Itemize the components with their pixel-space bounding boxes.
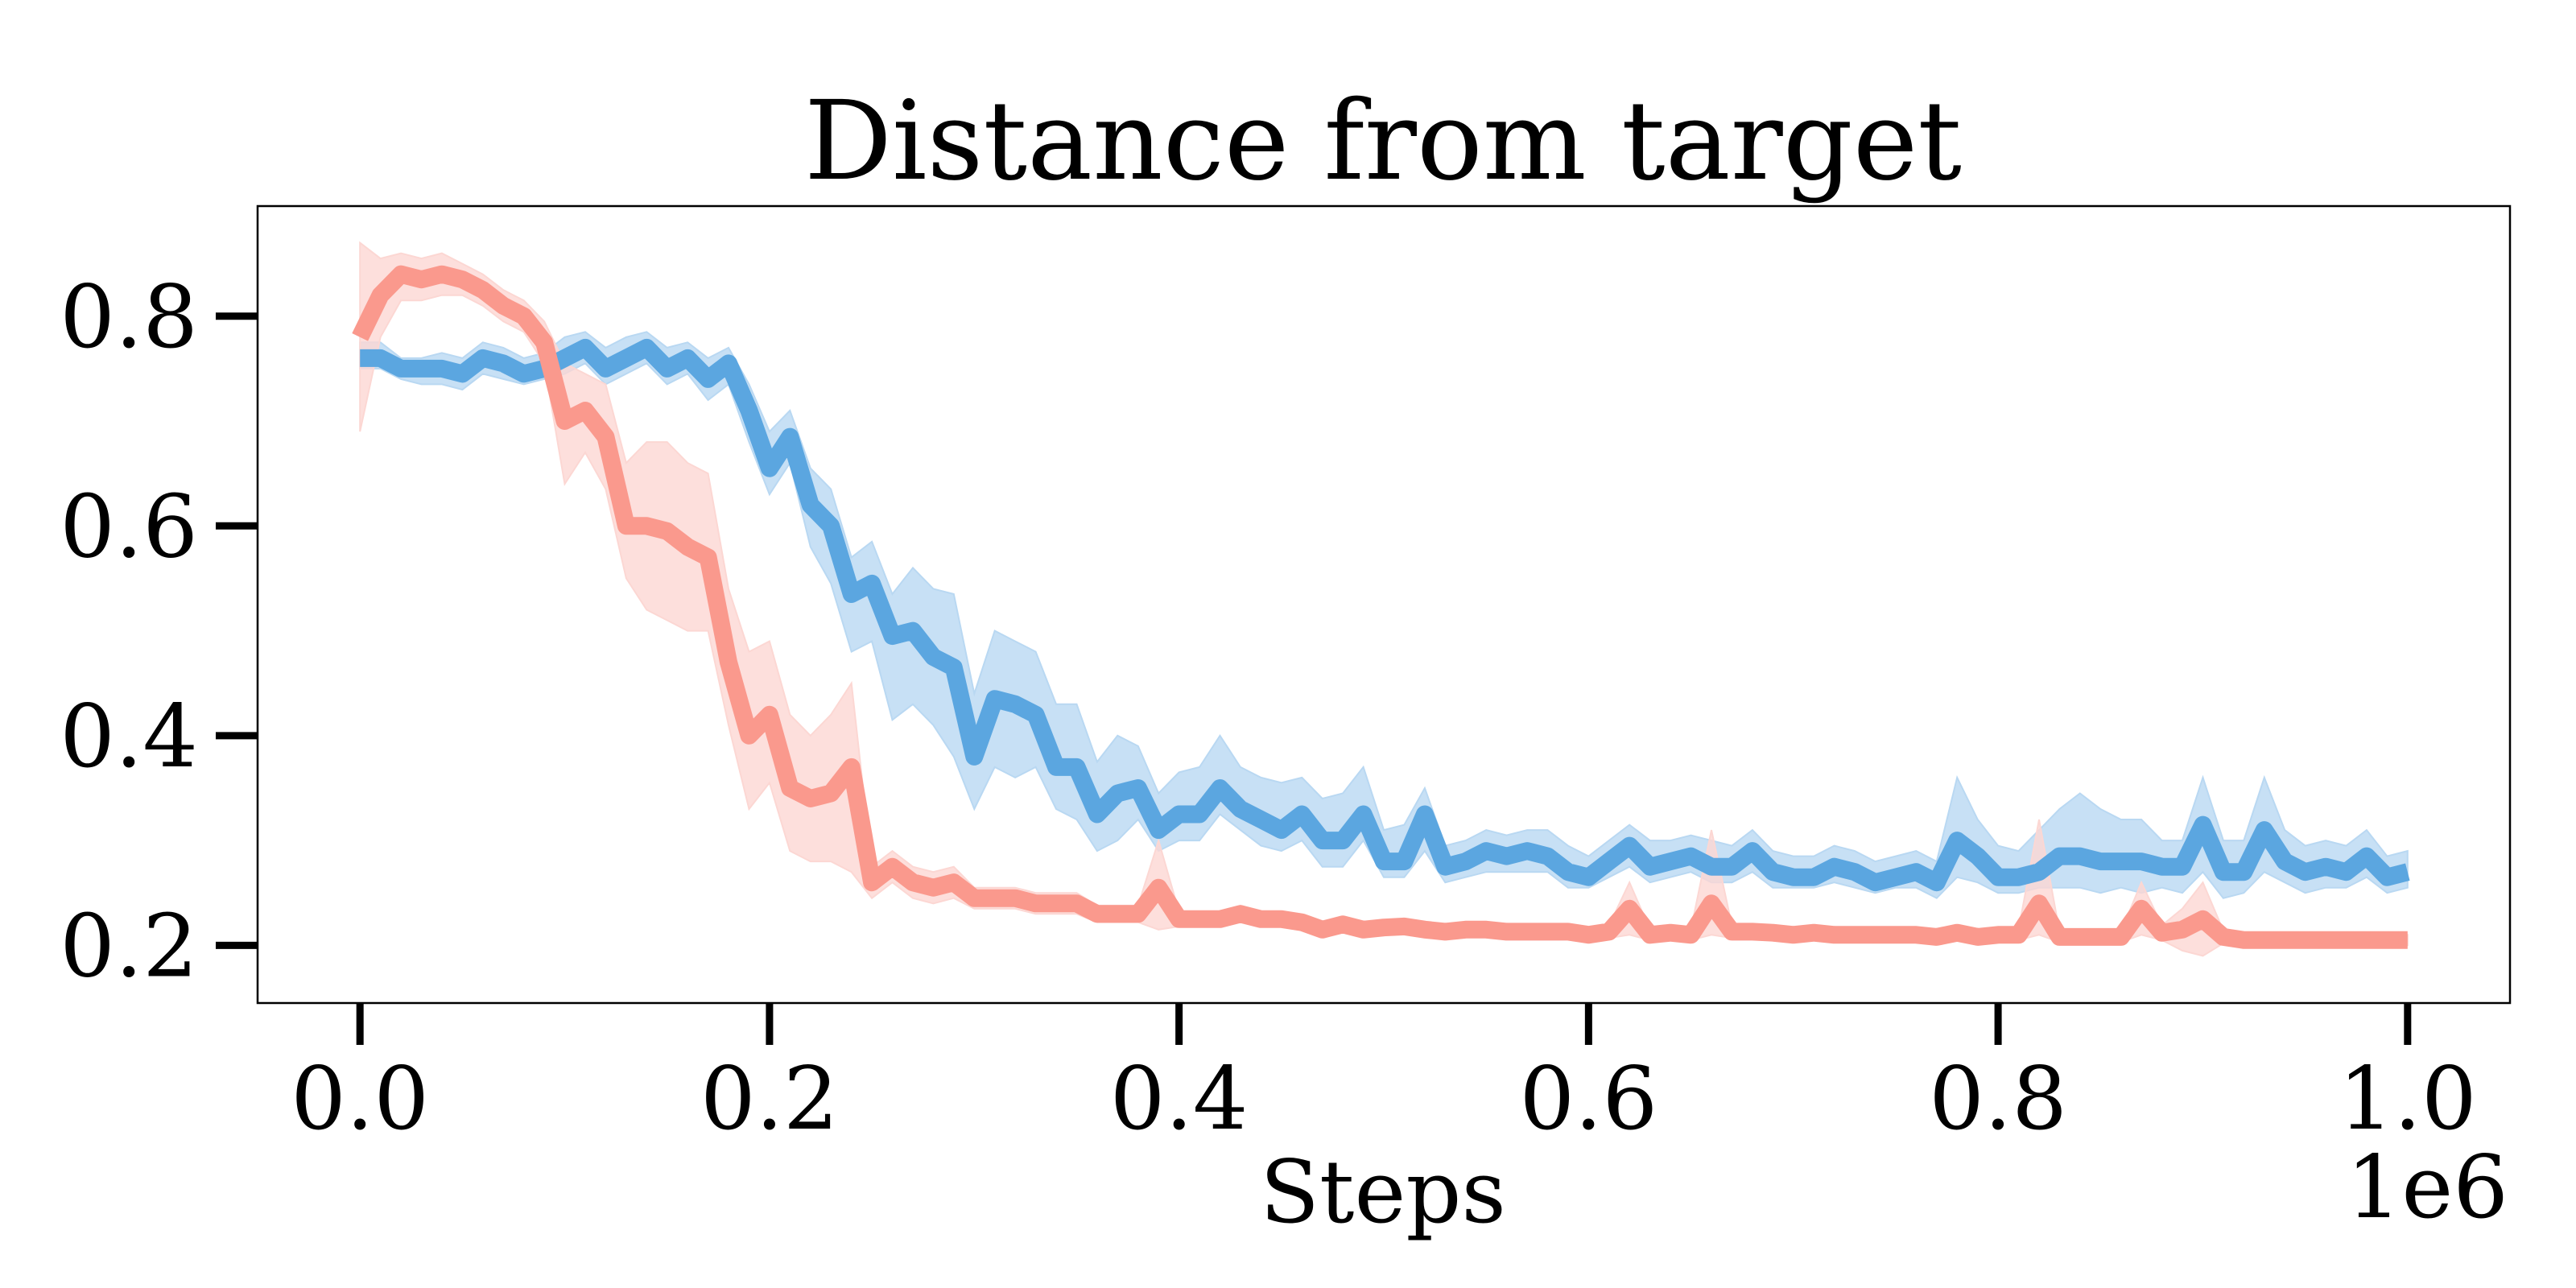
x-tick-label: 0.8 — [1929, 1049, 2067, 1150]
y-tick-label: 0.4 — [60, 687, 198, 787]
x-axis-offset-text: 1e6 — [2347, 1137, 2508, 1238]
chart-title: Distance from target — [804, 78, 1962, 205]
x-tick-label: 0.4 — [1110, 1049, 1249, 1150]
y-tick-label: 0.6 — [60, 477, 198, 577]
y-tick-label: 0.2 — [60, 896, 198, 997]
series-lines — [352, 265, 2410, 949]
x-axis-label: Steps — [1260, 1142, 1506, 1243]
x-tick-label: 0.0 — [291, 1049, 429, 1150]
x-tick-label: 1.0 — [2339, 1049, 2477, 1150]
series-2-line — [352, 265, 2408, 949]
y-axis: 0.2 0.4 0.6 0.8 — [60, 267, 258, 997]
series-1-line — [360, 338, 2410, 892]
x-tick-label: 0.6 — [1519, 1049, 1657, 1150]
y-tick-label: 0.8 — [60, 267, 198, 368]
x-axis: 0.0 0.2 0.4 0.6 0.8 1.0 — [291, 1003, 2477, 1150]
x-tick-label: 0.2 — [700, 1049, 839, 1150]
plot-frame — [256, 204, 2512, 1005]
